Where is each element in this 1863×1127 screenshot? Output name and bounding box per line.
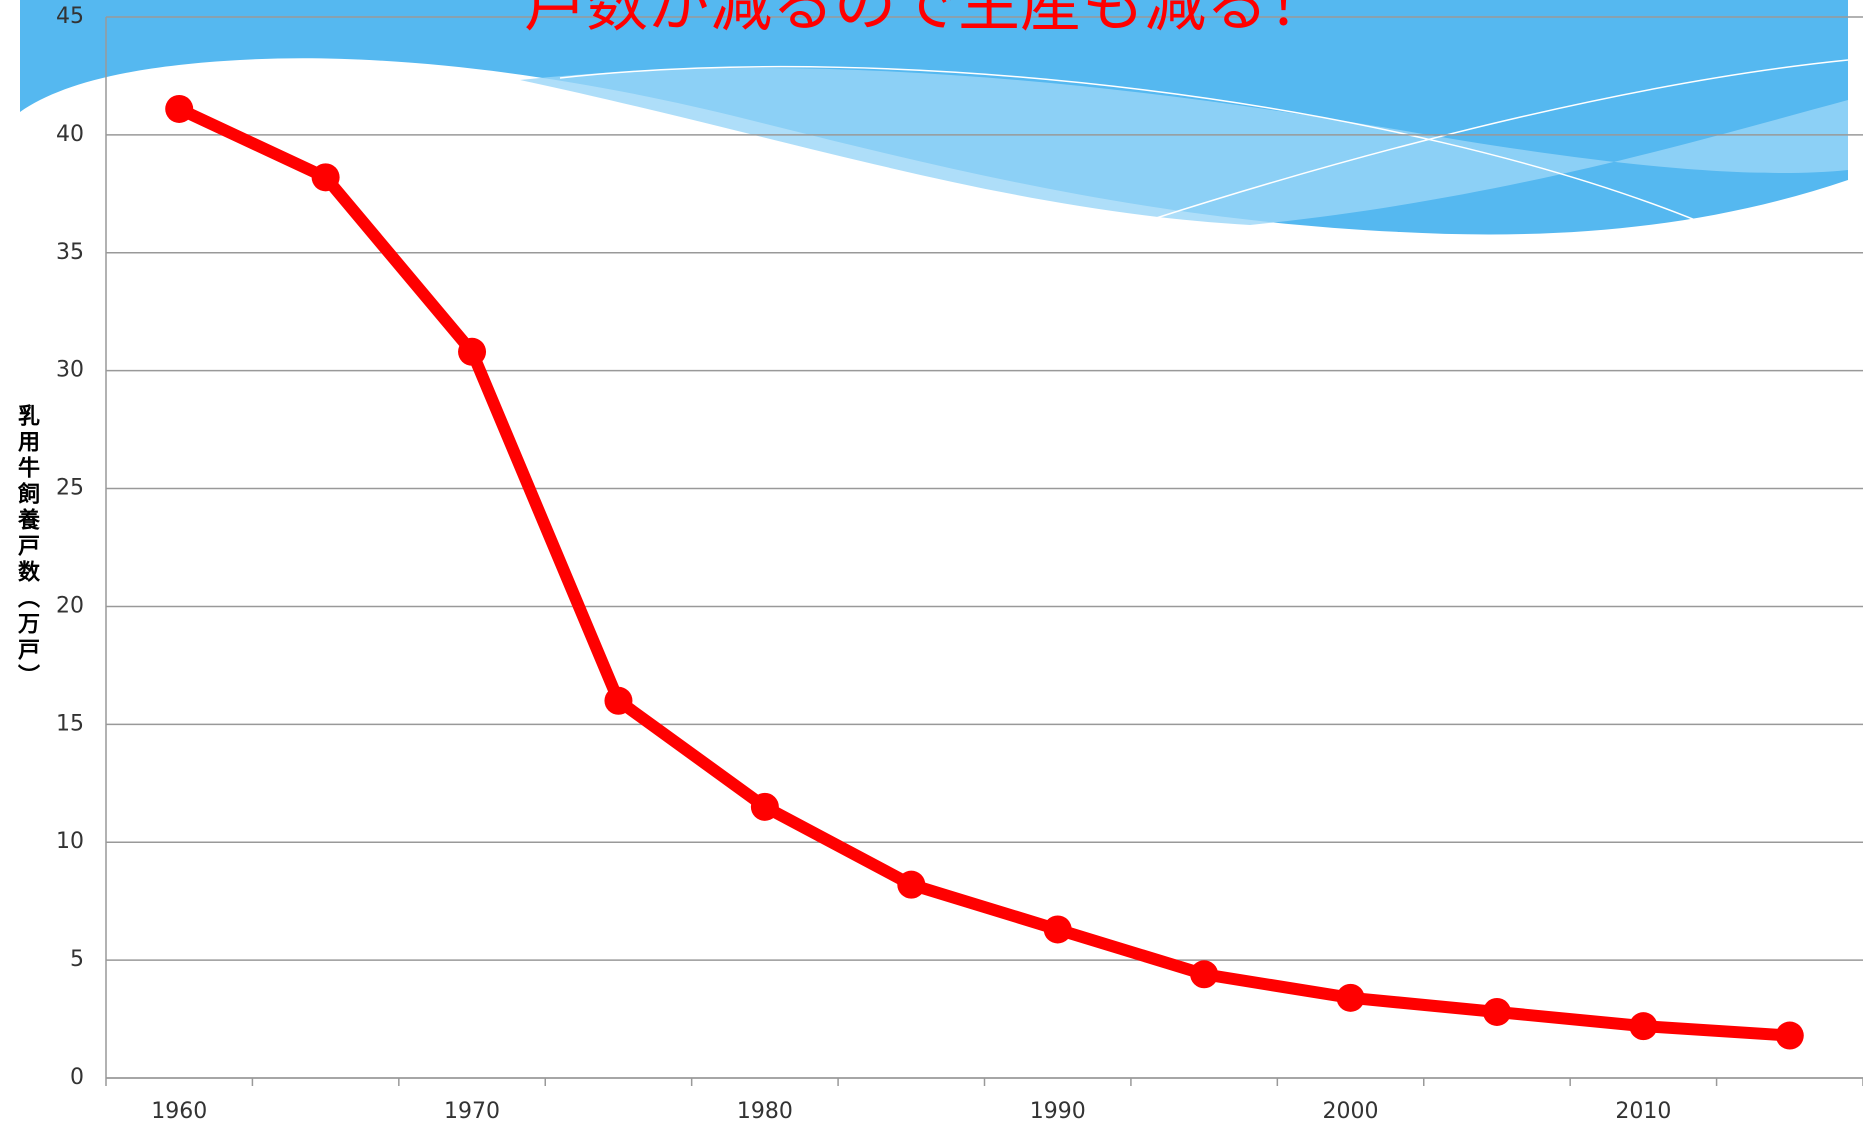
y-tick-label: 5	[70, 947, 84, 972]
data-point	[1775, 1021, 1804, 1050]
data-point	[1629, 1012, 1658, 1041]
data-point	[604, 686, 633, 715]
data-point	[750, 792, 779, 821]
data-line	[176, 103, 1791, 1042]
data-point	[897, 870, 926, 899]
grid	[105, 16, 1863, 1086]
x-tick-label: 1960	[151, 1099, 207, 1124]
x-tick-label: 1980	[737, 1099, 793, 1124]
x-tick-label: 1970	[444, 1099, 500, 1124]
data-point	[1190, 960, 1219, 989]
y-tick-label: 30	[56, 358, 84, 383]
y-tick-label: 40	[56, 122, 84, 147]
data-point	[311, 163, 340, 192]
data-point	[1043, 915, 1072, 944]
data-point	[1482, 997, 1511, 1026]
plot	[165, 94, 1804, 1050]
x-tick-label: 2010	[1615, 1099, 1671, 1124]
wave-decoration	[20, 0, 1849, 235]
y-tick-label: 0	[70, 1065, 84, 1090]
x-tick-label: 1990	[1030, 1099, 1086, 1124]
y-tick-label: 35	[56, 240, 84, 265]
data-point	[165, 94, 194, 123]
y-axis-label: 乳用牛飼養戸数（万戸）	[14, 403, 41, 690]
y-tick-label: 15	[56, 711, 84, 736]
x-tick-label: 2000	[1323, 1099, 1379, 1124]
data-point	[458, 337, 487, 366]
data-point	[1336, 983, 1365, 1012]
chart-title: 戸数が減るので生産も減る！	[524, 0, 1330, 40]
y-tick-label: 25	[56, 476, 84, 501]
y-tick-label: 20	[56, 593, 84, 618]
y-tick-label: 45	[56, 4, 84, 29]
y-tick-label: 10	[56, 829, 84, 854]
